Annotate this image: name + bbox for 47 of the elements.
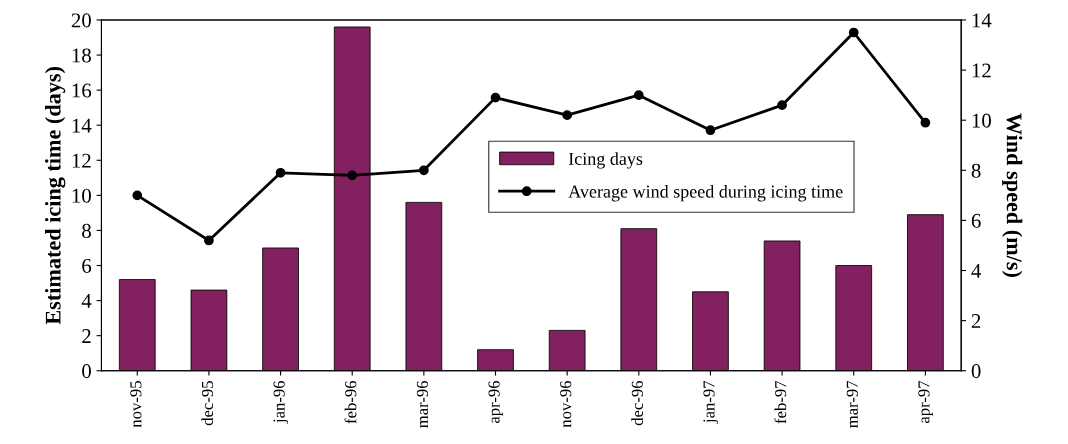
y-tick-label: 2 [82, 329, 91, 343]
x-tick-label: jan-97 [703, 380, 718, 424]
y-tick-label: 10 [72, 188, 91, 203]
y2-tick-label: 10 [972, 113, 991, 128]
y2-tick-label: 4 [971, 264, 982, 278]
y2-axis-title: Wind speed (m/s) [1002, 113, 1023, 277]
point [347, 170, 358, 181]
x-tick-label: mar-97 [846, 380, 858, 428]
point [920, 117, 931, 128]
y-tick-label: 0 [82, 364, 91, 379]
point [275, 167, 286, 178]
y2-tick-label: 6 [971, 213, 981, 228]
legend-label: Average wind speed during icing time [568, 184, 843, 202]
point [848, 27, 859, 38]
y-tick-label: 20 [71, 13, 91, 28]
point [419, 165, 429, 176]
point [777, 100, 787, 111]
y-tick-label: 8 [82, 223, 91, 238]
y2-tick-label: 0 [971, 364, 981, 379]
point [132, 190, 143, 201]
y2-tick-label: 12 [972, 63, 991, 78]
y-tick-label: 18 [72, 48, 91, 63]
y-tick-label: 6 [82, 258, 92, 273]
x-tick-label: apr-97 [918, 380, 933, 424]
x-tick-label: nov-96 [560, 380, 572, 428]
point [633, 90, 644, 101]
point [562, 110, 573, 121]
y-tick-label: 12 [72, 153, 91, 168]
y2-tick-label: 14 [972, 13, 992, 28]
x-tick-label: dec-95 [201, 381, 214, 426]
x-tick-label: jan-96 [273, 380, 289, 424]
legend-label: Icing days [568, 152, 643, 169]
y-axis-title: Estimated icing time (days) [45, 67, 66, 325]
y-tick-label: 14 [72, 118, 92, 133]
x-tick-label: feb-97 [774, 380, 787, 424]
x-tick-label: dec-96 [631, 380, 643, 426]
y2-tick-label: 8 [971, 163, 981, 178]
point [204, 235, 214, 246]
point [490, 92, 501, 103]
x-tick-label: mar-96 [416, 380, 429, 428]
y2-tick-label: 2 [971, 314, 981, 328]
x-tick-label: apr-96 [488, 380, 504, 424]
y-tick-label: 16 [72, 83, 92, 98]
point [705, 125, 716, 136]
y-tick-label: 4 [81, 294, 92, 308]
x-tick-label: feb-96 [344, 380, 357, 424]
x-tick-label: nov-95 [130, 381, 142, 428]
